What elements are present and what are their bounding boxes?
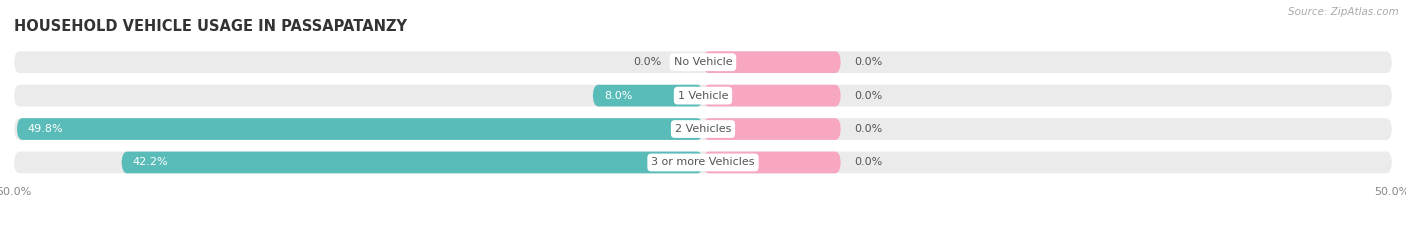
FancyBboxPatch shape [14,118,1392,140]
Text: 0.0%: 0.0% [855,157,883,168]
FancyBboxPatch shape [593,85,703,106]
Text: 49.8%: 49.8% [28,124,63,134]
Text: 8.0%: 8.0% [603,91,633,101]
Text: No Vehicle: No Vehicle [673,57,733,67]
FancyBboxPatch shape [17,118,703,140]
Text: Source: ZipAtlas.com: Source: ZipAtlas.com [1288,7,1399,17]
FancyBboxPatch shape [703,152,841,173]
FancyBboxPatch shape [14,152,1392,173]
Text: 3 or more Vehicles: 3 or more Vehicles [651,157,755,168]
FancyBboxPatch shape [14,85,1392,106]
Text: 2 Vehicles: 2 Vehicles [675,124,731,134]
Legend: Owner-occupied, Renter-occupied: Owner-occupied, Renter-occupied [582,231,824,234]
Text: 0.0%: 0.0% [855,124,883,134]
FancyBboxPatch shape [14,51,1392,73]
Text: 0.0%: 0.0% [634,57,662,67]
FancyBboxPatch shape [703,85,841,106]
Text: HOUSEHOLD VEHICLE USAGE IN PASSAPATANZY: HOUSEHOLD VEHICLE USAGE IN PASSAPATANZY [14,19,408,34]
Text: 42.2%: 42.2% [132,157,169,168]
FancyBboxPatch shape [703,118,841,140]
Text: 0.0%: 0.0% [855,91,883,101]
FancyBboxPatch shape [121,152,703,173]
Text: 0.0%: 0.0% [855,57,883,67]
Text: 1 Vehicle: 1 Vehicle [678,91,728,101]
FancyBboxPatch shape [703,51,841,73]
